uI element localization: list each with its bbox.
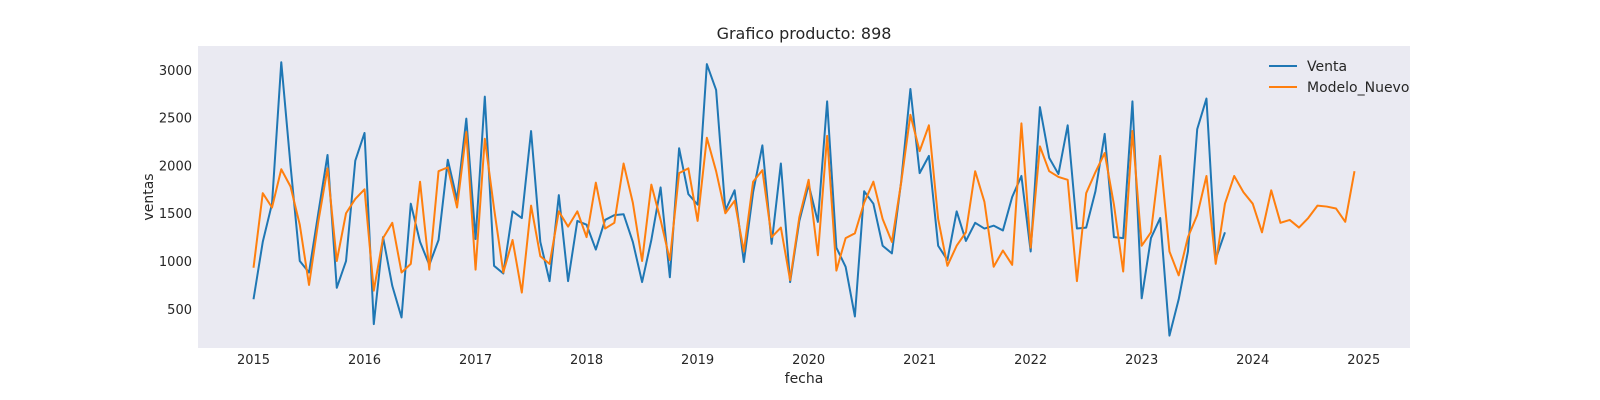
- x-axis-label: fecha: [785, 371, 824, 387]
- y-tick-label: 3000: [159, 64, 192, 79]
- x-tick-label: 2016: [348, 353, 381, 368]
- legend-label: Venta: [1307, 59, 1347, 75]
- x-tick-label: 2021: [903, 353, 936, 368]
- y-tick-label: 2000: [159, 159, 192, 174]
- y-tick-label: 1000: [159, 255, 192, 270]
- x-tick-label: 2025: [1347, 353, 1380, 368]
- y-axis: 500 1000 1500 2000 2500 3000: [159, 64, 192, 318]
- x-tick-label: 2023: [1125, 353, 1158, 368]
- x-tick-label: 2019: [681, 353, 714, 368]
- legend: Venta Modelo_Nuevo: [1269, 59, 1409, 96]
- legend-label: Modelo_Nuevo: [1307, 80, 1409, 96]
- x-tick-label: 2024: [1236, 353, 1269, 368]
- y-axis-label: ventas: [141, 173, 157, 220]
- x-tick-label: 2015: [237, 353, 270, 368]
- x-tick-label: 2018: [570, 353, 603, 368]
- x-tick-label: 2020: [792, 353, 825, 368]
- y-tick-label: 1500: [159, 207, 192, 222]
- y-tick-label: 2500: [159, 112, 192, 127]
- chart-title: Grafico producto: 898: [717, 24, 892, 43]
- x-axis: 2015 2016 2017 2018 2019 2020 2021 2022 2023 2024…: [237, 353, 1380, 368]
- series-line-modelo-nuevo: [252, 113, 1356, 294]
- y-tick-label: 500: [167, 303, 192, 318]
- x-tick-label: 2022: [1014, 353, 1047, 368]
- x-tick-label: 2017: [459, 353, 492, 368]
- series-lines: [252, 61, 1356, 337]
